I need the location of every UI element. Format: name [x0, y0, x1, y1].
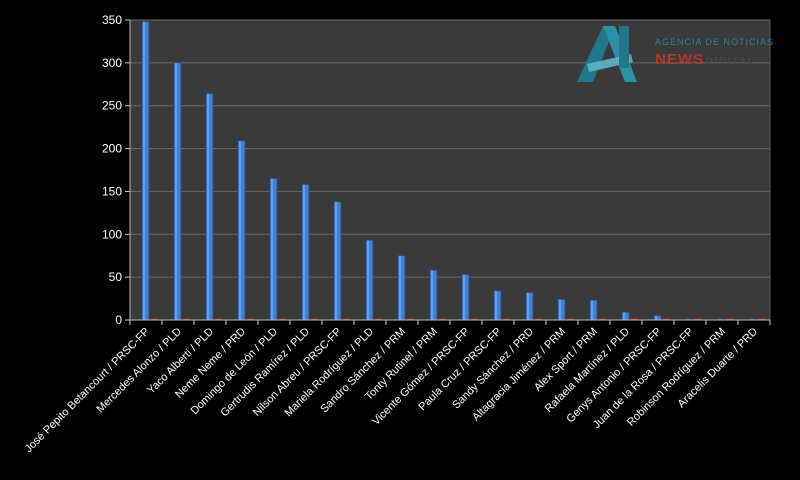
bars: [141, 21, 765, 321]
x-axis-ticks: José Pepito Betancourt / PRSC-FPMercedes…: [23, 319, 771, 456]
bar-highlight: [303, 184, 305, 320]
y-tick-label: 150: [102, 184, 122, 198]
bar-highlight: [623, 312, 625, 320]
bar-secondary: [247, 318, 253, 320]
bar-secondary: [311, 318, 317, 320]
bar-highlight: [431, 270, 433, 320]
y-tick-label: 350: [102, 13, 122, 27]
bar-highlight: [335, 201, 337, 320]
y-tick-label: 300: [102, 56, 122, 70]
plot-area: [129, 19, 771, 321]
y-tick-label: 50: [109, 270, 123, 284]
bar-secondary: [695, 318, 701, 320]
bar-secondary: [183, 318, 189, 320]
y-tick-label: 100: [102, 227, 122, 241]
bar-secondary: [727, 318, 733, 320]
logo-icon: [577, 26, 637, 82]
bar-highlight: [463, 274, 465, 320]
bar-secondary: [535, 318, 541, 320]
bar-highlight: [655, 315, 657, 320]
bar-secondary: [503, 318, 509, 320]
bar-secondary: [375, 318, 381, 320]
logo-news-text: NEWS: [655, 51, 704, 68]
bar-secondary: [151, 318, 157, 320]
bar-secondary: [471, 318, 477, 320]
bar-highlight: [367, 240, 369, 320]
logo-tagline: AGENCIA DE NOTICIAS: [655, 37, 775, 47]
bar-highlight: [399, 255, 401, 320]
bar-highlight: [143, 21, 145, 320]
y-tick-label: 200: [102, 142, 122, 156]
bar-secondary: [631, 318, 637, 320]
bar-secondary: [343, 318, 349, 320]
watermark-logo: AGENCIA DE NOTICIAS NEWS DIGITAL: [573, 24, 773, 84]
bar-secondary: [215, 318, 221, 320]
bar-highlight: [527, 292, 529, 320]
x-tick-label: José Pepito Betancourt / PRSC-FP: [23, 326, 153, 456]
bar-highlight: [175, 62, 177, 320]
bar-secondary: [279, 318, 285, 320]
bar-secondary: [567, 318, 573, 320]
bar-highlight: [591, 300, 593, 320]
bar-secondary: [439, 318, 445, 320]
bar-secondary: [407, 318, 413, 320]
bar-highlight: [207, 93, 209, 320]
bar-secondary: [663, 318, 669, 320]
bar-highlight: [495, 290, 497, 320]
y-tick-label: 250: [102, 99, 122, 113]
y-tick-label: 0: [115, 313, 122, 327]
bar-highlight: [271, 178, 273, 320]
bar-highlight: [239, 140, 241, 320]
logo-digital-text: DIGITAL: [706, 55, 756, 65]
bar-secondary: [599, 318, 605, 320]
bar-secondary: [759, 318, 765, 320]
bar-highlight: [559, 299, 561, 320]
y-axis-ticks: 0 50 100 150 200 250 300 350: [102, 13, 131, 327]
